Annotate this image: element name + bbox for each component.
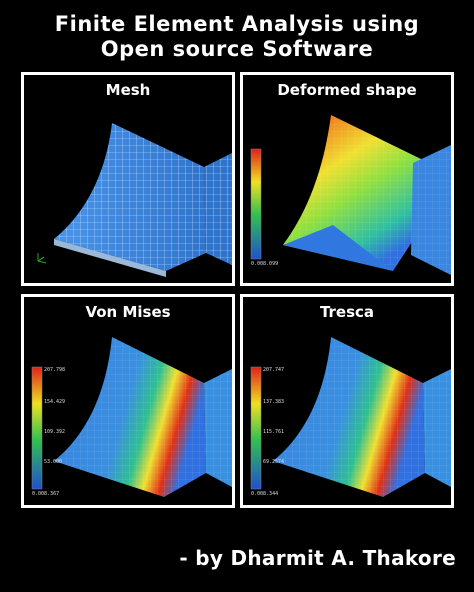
mesh-label: Mesh [105,81,151,99]
mesh-render [37,123,232,277]
tresca-legend-mid2: 115.761 [263,429,285,435]
deformed-shape-render [250,115,451,275]
tresca-render [250,337,451,497]
vm-legend-mid3: 53.000 [44,459,63,465]
deformed-shape-label: Deformed shape [277,81,417,99]
deformed-shape-panel: Deformed shape 0.008.099 [240,72,454,286]
author-byline: - by Dharmit A. Thakore [179,546,456,570]
vm-legend-mid2: 109.392 [44,429,66,435]
von-mises-render [31,337,232,497]
von-mises-panel: Von Mises 207.798 154.429 109.392 53.000… [21,294,235,508]
title-line-2: Open source Software [100,37,374,61]
tresca-legend-mid1: 137.383 [263,399,285,405]
von-mises-label: Von Mises [85,303,171,321]
tresca-panel: Tresca 207.747 137.383 115.761 69.2574 0… [240,294,454,508]
tresca-label: Tresca [319,303,375,321]
title-line-1: Finite Element Analysis using [54,12,420,36]
vm-legend-max: 207.798 [44,367,66,373]
tresca-legend-mid3: 69.2574 [263,459,285,465]
mesh-panel: Mesh [21,72,235,286]
tresca-legend-min: 0.008.344 [251,491,279,497]
vm-legend-mid1: 154.429 [44,399,66,405]
tresca-legend-max: 207.747 [263,367,285,373]
deformed-legend-min: 0.008.099 [251,261,279,267]
vm-legend-min: 0.008.367 [32,491,60,497]
